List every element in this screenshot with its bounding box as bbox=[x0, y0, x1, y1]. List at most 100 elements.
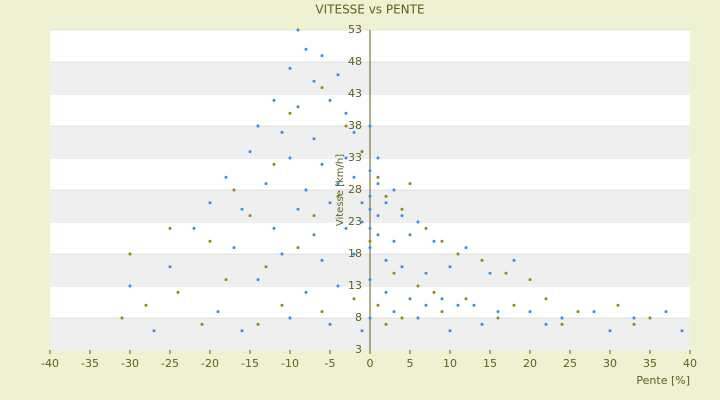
point bbox=[320, 258, 324, 262]
point bbox=[512, 303, 516, 307]
y-tick-label: 38 bbox=[348, 119, 362, 132]
point bbox=[408, 182, 412, 186]
y-tick-label: 3 bbox=[355, 343, 362, 356]
point bbox=[320, 162, 324, 166]
point bbox=[128, 284, 132, 288]
point bbox=[168, 226, 172, 230]
x-tick-label: 25 bbox=[563, 357, 577, 370]
point bbox=[488, 271, 492, 275]
point bbox=[288, 66, 292, 70]
point bbox=[376, 303, 380, 307]
point bbox=[400, 214, 404, 218]
point bbox=[376, 156, 380, 160]
point bbox=[312, 233, 316, 237]
point bbox=[376, 182, 380, 186]
point bbox=[288, 111, 292, 115]
y-tick-label: 53 bbox=[348, 23, 362, 36]
x-tick-label: -40 bbox=[41, 357, 59, 370]
point bbox=[560, 322, 564, 326]
x-tick-label: 35 bbox=[643, 357, 657, 370]
point bbox=[424, 271, 428, 275]
point bbox=[288, 156, 292, 160]
point bbox=[336, 284, 340, 288]
point bbox=[424, 226, 428, 230]
point bbox=[400, 265, 404, 269]
point bbox=[512, 258, 516, 262]
point bbox=[368, 124, 372, 128]
y-tick-label: 48 bbox=[348, 55, 362, 68]
point bbox=[368, 194, 372, 198]
y-tick-label: 8 bbox=[355, 311, 362, 324]
point bbox=[368, 278, 372, 282]
point bbox=[256, 124, 260, 128]
point bbox=[336, 182, 340, 186]
point bbox=[664, 310, 668, 314]
point bbox=[152, 329, 156, 333]
point bbox=[328, 201, 332, 205]
point bbox=[544, 322, 548, 326]
point bbox=[440, 297, 444, 301]
point bbox=[456, 252, 460, 256]
point bbox=[344, 156, 348, 160]
x-tick-label: -20 bbox=[201, 357, 219, 370]
point bbox=[608, 329, 612, 333]
point bbox=[432, 239, 436, 243]
y-tick-label: 33 bbox=[348, 151, 362, 164]
y-tick-label: 43 bbox=[348, 87, 362, 100]
point bbox=[192, 226, 196, 230]
point bbox=[368, 316, 372, 320]
point bbox=[360, 150, 364, 154]
point bbox=[304, 290, 308, 294]
point bbox=[352, 297, 356, 301]
point bbox=[560, 316, 564, 320]
point bbox=[240, 207, 244, 211]
point bbox=[320, 310, 324, 314]
point bbox=[248, 214, 252, 218]
point bbox=[528, 310, 532, 314]
point bbox=[592, 310, 596, 314]
x-tick-label: -35 bbox=[81, 357, 99, 370]
point bbox=[200, 322, 204, 326]
point bbox=[296, 28, 300, 32]
point bbox=[384, 194, 388, 198]
point bbox=[376, 175, 380, 179]
point bbox=[144, 303, 148, 307]
point bbox=[288, 316, 292, 320]
point bbox=[360, 201, 364, 205]
x-tick-label: 0 bbox=[367, 357, 374, 370]
point bbox=[368, 169, 372, 173]
point bbox=[448, 265, 452, 269]
point bbox=[232, 246, 236, 250]
point bbox=[312, 79, 316, 83]
point bbox=[504, 271, 508, 275]
point bbox=[304, 47, 308, 51]
point bbox=[408, 233, 412, 237]
point bbox=[272, 226, 276, 230]
point bbox=[208, 201, 212, 205]
point bbox=[368, 226, 372, 230]
point bbox=[280, 303, 284, 307]
x-tick-label: 30 bbox=[603, 357, 617, 370]
x-tick-label: 20 bbox=[523, 357, 537, 370]
y-axis-label: Vitesse [km/h] bbox=[335, 154, 346, 226]
x-tick-label: 15 bbox=[483, 357, 497, 370]
point bbox=[168, 265, 172, 269]
chart-title: VITESSE vs PENTE bbox=[315, 3, 424, 17]
point bbox=[336, 73, 340, 77]
point bbox=[296, 105, 300, 109]
x-tick-label: -25 bbox=[161, 357, 179, 370]
point bbox=[632, 316, 636, 320]
point bbox=[376, 214, 380, 218]
point bbox=[368, 207, 372, 211]
x-tick-label: -5 bbox=[325, 357, 336, 370]
point bbox=[480, 258, 484, 262]
point bbox=[296, 246, 300, 250]
point bbox=[384, 290, 388, 294]
x-tick-label: -10 bbox=[281, 357, 299, 370]
point bbox=[344, 124, 348, 128]
point bbox=[312, 137, 316, 141]
point bbox=[368, 246, 372, 250]
point bbox=[120, 316, 124, 320]
point bbox=[360, 329, 364, 333]
